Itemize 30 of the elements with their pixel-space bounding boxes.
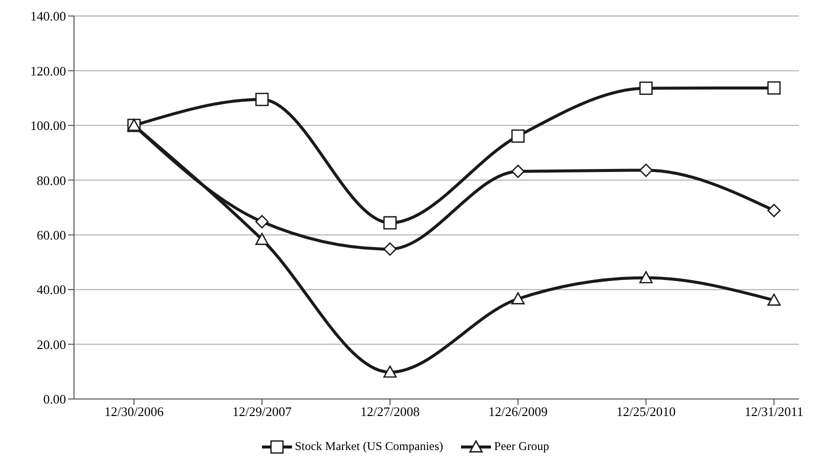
legend-label: Stock Market (US Companies): [294, 439, 444, 454]
y-tick-label: 40.00: [36, 282, 66, 298]
point: [639, 164, 653, 177]
y-tick-label: 80.00: [36, 172, 66, 188]
legend-label: Peer Group: [493, 439, 550, 454]
y-tick-label: 140.00: [30, 8, 66, 24]
y-tick-label: 20.00: [36, 336, 66, 352]
point: [255, 92, 269, 106]
point: [767, 81, 781, 95]
x-tick-label: 12/29/2007: [232, 404, 292, 420]
x-tick-label: 12/27/2008: [360, 404, 420, 420]
y-tick-label: 120.00: [30, 63, 66, 78]
point: [511, 292, 525, 304]
point: [511, 164, 525, 178]
point: [255, 232, 269, 245]
x-tick-label: 12/25/2010: [616, 404, 676, 420]
point: [383, 216, 397, 230]
y-tick-label: 0.00: [43, 392, 66, 407]
point: [639, 271, 653, 284]
point: [639, 82, 653, 95]
point: [383, 366, 397, 378]
point: [511, 129, 525, 143]
y-tick-label: 60.00: [36, 227, 66, 242]
x-tick-label: 12/26/2009: [488, 404, 548, 420]
x-tick-label: 12/30/2006: [104, 404, 164, 420]
point: [767, 294, 781, 306]
point: [255, 215, 269, 228]
y-tick-label: 100.00: [30, 118, 66, 134]
point: [383, 242, 397, 256]
x-tick-label: 12/31/2011: [744, 404, 804, 420]
